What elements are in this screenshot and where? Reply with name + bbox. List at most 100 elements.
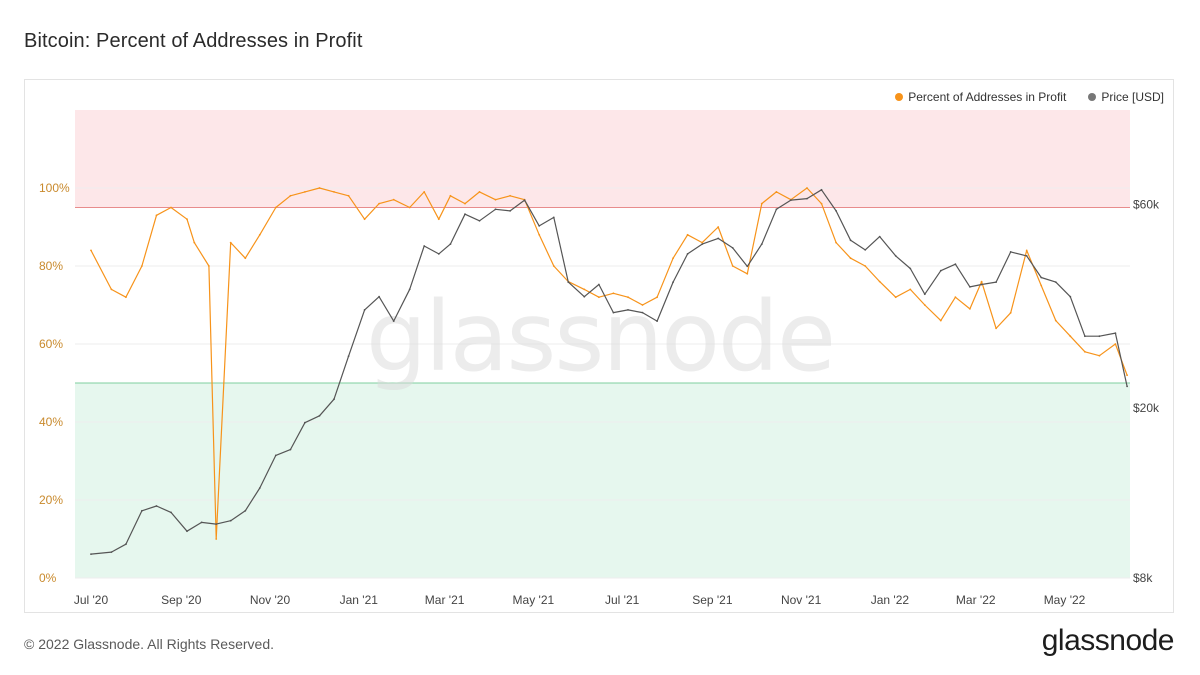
left-axis-tick-label: 100% [39,181,70,195]
profit-point [408,206,411,209]
chart-svg: glassnode 0% 20% 40% 60% 80% 100% $8k $20k $60k J… [39,110,1160,607]
profit-point [1069,335,1072,338]
x-axis-tick-label: Jan '21 [340,593,379,607]
price-point [258,487,261,489]
price-point [954,263,957,266]
profit-point [378,202,380,205]
price-point [170,511,172,514]
x-axis-tick-label: Nov '21 [781,593,822,607]
left-axis-tick-label: 60% [39,337,63,351]
price-point [583,295,586,298]
price-point [806,197,808,200]
profit-point [1084,350,1086,353]
price-point [494,208,497,211]
price-point [612,311,615,314]
profit-point [1025,249,1028,252]
profit-point [437,218,440,221]
price-point [717,237,720,240]
price-point [229,519,232,522]
legend-item-profit[interactable]: Percent of Addresses in Profit [895,90,1066,104]
watermark: glassnode [366,281,834,393]
price-point [939,269,942,272]
profit-point [90,249,92,252]
price-point [775,208,778,211]
profit-point [155,214,158,217]
page-title: Bitcoin: Percent of Addresses in Profit [24,30,363,52]
copyright-footer: © 2022 Glassnode. All Rights Reserved. [24,636,275,652]
profit-point [1009,311,1012,314]
price-point [1025,255,1028,257]
price-point [90,553,92,555]
x-axis-tick-label: Jul '21 [605,593,640,607]
profit-point [878,280,881,283]
profit-point [775,191,778,193]
profit-point [208,265,210,267]
x-axis-tick-label: Sep '21 [692,593,733,607]
x-axis-tick-label: May '22 [1044,593,1086,607]
left-axis-tick-label: 0% [39,571,57,585]
profit-point [835,241,837,244]
profit-point [894,296,897,299]
price-point [423,245,426,247]
price-point [437,253,440,255]
profit-point [392,198,395,201]
price-point [552,216,555,219]
price-point [894,255,897,257]
x-axis-tick-label: May '21 [513,593,555,607]
profit-point [864,265,867,267]
price-point [1114,332,1117,334]
legend-label: Percent of Addresses in Profit [908,90,1067,104]
price-point [304,421,306,424]
x-axis-tick-label: Sep '20 [161,593,202,607]
upper-band [75,110,1130,208]
price-point [318,414,321,417]
profit-point [656,296,658,299]
profit-point [229,241,232,244]
profit-point [909,288,912,291]
legend-dot-icon [1088,93,1097,101]
profit-point [598,296,600,299]
profit-point [125,296,127,299]
left-axis-tick-label: 40% [39,415,63,429]
profit-point [980,280,983,283]
profit-point [672,257,674,260]
price-point [509,210,511,212]
price-point [864,249,867,251]
grid-layer [75,187,1130,579]
price-point [378,295,380,298]
profit-point [141,265,143,267]
price-point [686,253,689,255]
price-point [627,309,629,311]
price-point [641,311,644,314]
price-point [969,286,971,288]
profit-series-line [90,187,1128,540]
brand-logo[interactable]: glassnode [1041,624,1175,657]
price-point [392,320,395,322]
price-point [523,199,526,201]
price-point [449,243,452,246]
price-point [125,543,127,546]
profit-point [717,226,720,228]
profit-point [1098,354,1101,357]
profit-point [193,241,196,244]
price-point [1009,251,1012,253]
profit-point [701,241,704,244]
profit-point [849,257,852,260]
right-axis-tick-label: $8k [1133,571,1153,585]
legend-dot-icon [895,93,904,101]
price-point [701,243,704,246]
axis-layer: 0% 20% 40% 60% 80% 100% $8k $20k $60k Jul '20 Sep … [39,181,1160,607]
price-point [347,355,350,357]
price-point [274,454,277,457]
profit-point [333,191,335,193]
price-point [215,523,218,525]
profit-point [583,288,586,291]
price-point [746,265,749,268]
price-point [731,247,734,249]
profit-point [494,198,497,201]
price-point [1126,385,1128,388]
profit-point [274,206,277,209]
legend-item-price[interactable]: Price [USD] [1088,90,1164,104]
price-point [980,283,983,286]
profit-point [289,194,292,197]
